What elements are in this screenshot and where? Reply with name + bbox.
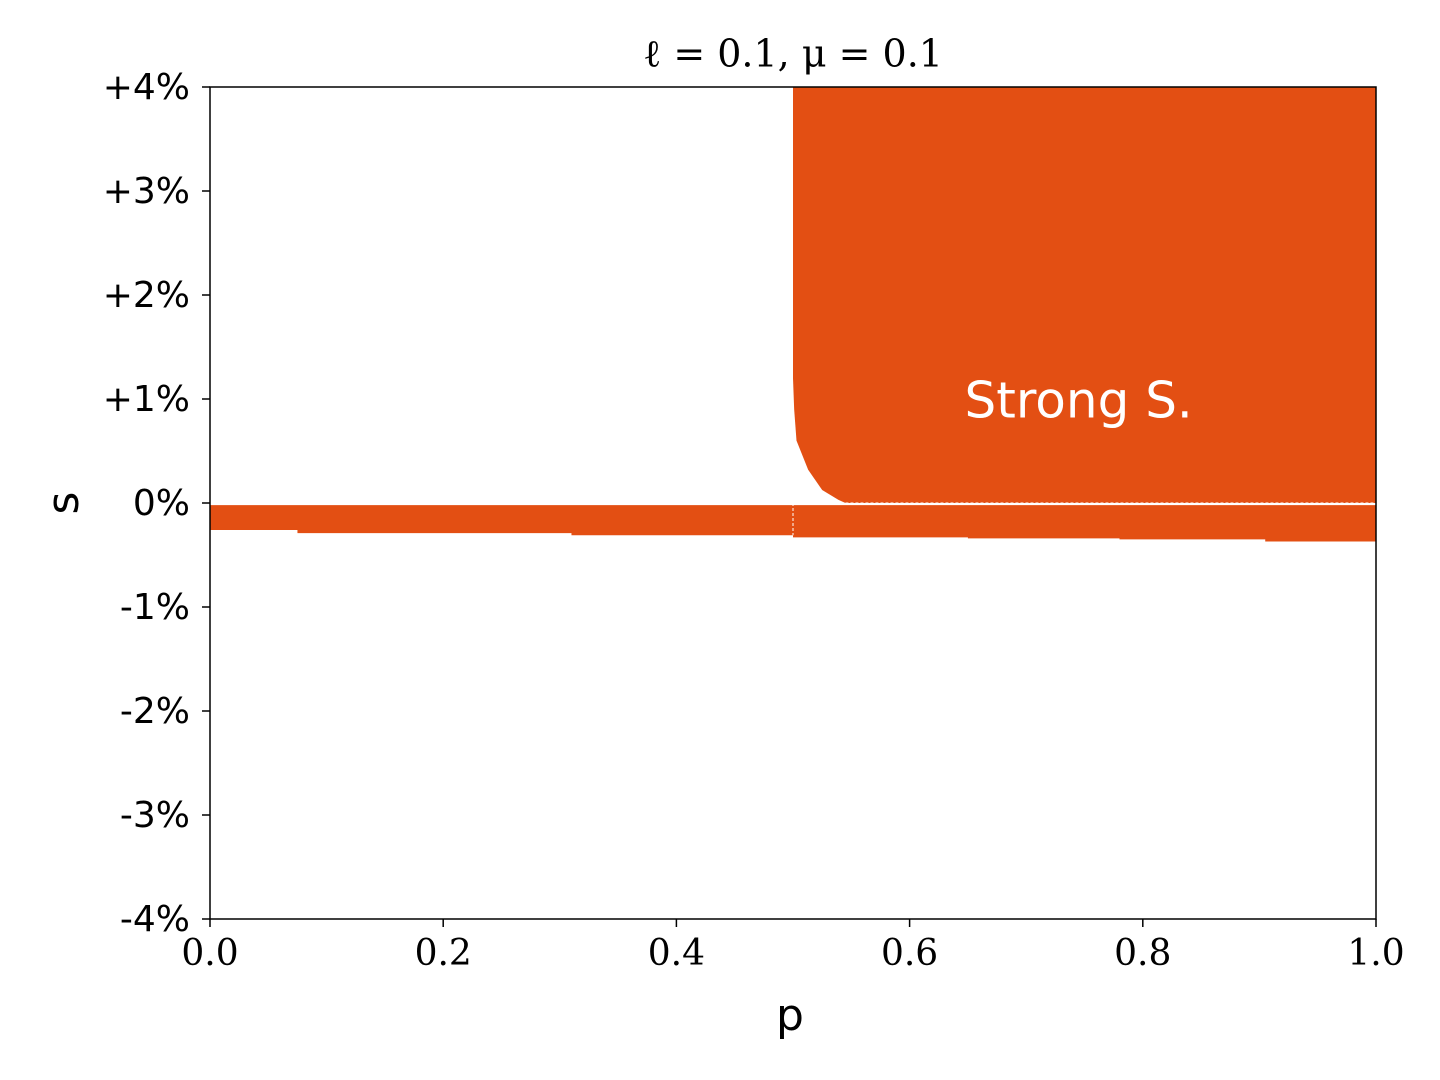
y-tick-label: +3% <box>103 171 190 212</box>
y-tick-label: 0% <box>133 483 190 524</box>
x-tick-label: 0.0 <box>181 933 238 974</box>
y-tick-label: +2% <box>103 275 190 316</box>
x-tick-label: 1.0 <box>1347 933 1404 974</box>
chart-title: ℓ = 0.1, μ = 0.1 <box>643 32 943 76</box>
y-tick-label: -4% <box>120 899 190 940</box>
x-tick-label: 0.4 <box>648 933 705 974</box>
y-tick-label: +1% <box>103 379 190 420</box>
y-tick-label: -2% <box>120 691 190 732</box>
y-axis-label: s <box>38 492 89 515</box>
x-tick-label: 0.8 <box>1114 933 1171 974</box>
x-tick-label: 0.2 <box>415 933 472 974</box>
x-tick-label: 0.6 <box>881 933 938 974</box>
y-tick-label: -3% <box>120 795 190 836</box>
x-axis-label: p <box>776 990 804 1041</box>
y-tick-label: -1% <box>120 587 190 628</box>
annotation: Strong S. <box>964 372 1192 430</box>
y-tick-label: +4% <box>103 67 190 108</box>
region <box>793 87 1376 503</box>
